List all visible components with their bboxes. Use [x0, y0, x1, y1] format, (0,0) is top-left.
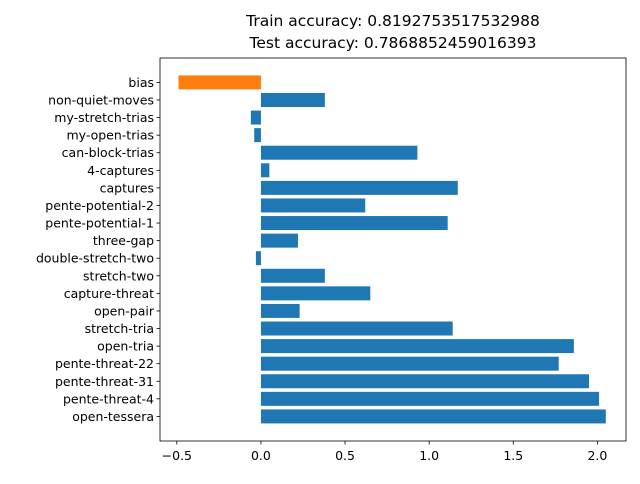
y-tick-label: my-stretch-trias — [54, 110, 154, 125]
y-tick-label: double-stretch-two — [36, 251, 154, 266]
y-tick-label: open-pair — [94, 303, 155, 318]
y-tick-label: can-block-trias — [62, 145, 154, 160]
bar — [260, 356, 559, 371]
y-tick-label: three-gap — [93, 233, 154, 248]
y-tick-label: open-tessera — [72, 409, 154, 424]
y-tick-label: bias — [128, 75, 154, 90]
y-tick-label: my-open-trias — [67, 128, 155, 143]
bar — [260, 163, 270, 178]
y-tick-label: pente-potential-2 — [45, 198, 154, 213]
bar — [260, 268, 325, 283]
y-tick-label: capture-threat — [64, 286, 154, 301]
x-tick-label: 1.5 — [503, 448, 523, 463]
bar — [260, 216, 448, 231]
y-tick-label: stretch-two — [83, 268, 154, 283]
bar — [178, 75, 261, 90]
bar — [260, 198, 366, 213]
y-tick-label: 4-captures — [87, 163, 154, 178]
axes-frame — [159, 57, 627, 442]
bar — [260, 92, 325, 107]
bar — [260, 409, 606, 424]
bar — [260, 286, 371, 301]
x-tick-label: 2.0 — [587, 448, 607, 463]
bar — [254, 128, 261, 143]
x-tick-label: −0.5 — [162, 448, 192, 463]
y-tick-label: pente-potential-1 — [45, 216, 154, 231]
y-tick-label: open-tria — [97, 339, 154, 354]
bar — [260, 391, 600, 406]
y-tick-label: non-quiet-moves — [48, 92, 154, 107]
x-tick-label: 0.5 — [335, 448, 355, 463]
bar — [260, 321, 453, 336]
bar — [260, 339, 574, 354]
y-tick-label: stretch-tria — [85, 321, 154, 336]
x-tick-label: 0.0 — [251, 448, 271, 463]
bar — [255, 251, 261, 266]
bar — [260, 233, 298, 248]
x-tick-label: 1.0 — [419, 448, 439, 463]
bar — [260, 145, 418, 160]
bar — [260, 374, 589, 389]
y-tick-label: pente-threat-4 — [63, 391, 154, 406]
y-tick-label: pente-threat-22 — [55, 356, 154, 371]
y-tick-label: captures — [100, 180, 154, 195]
bar — [260, 180, 458, 195]
y-tick-label: pente-threat-31 — [55, 374, 154, 389]
chart-title-line-2: Test accuracy: 0.7868852459016393 — [249, 34, 537, 52]
bar — [250, 110, 261, 125]
chart-title-line-1: Train accuracy: 0.8192753517532988 — [246, 12, 540, 30]
bar — [260, 303, 300, 318]
